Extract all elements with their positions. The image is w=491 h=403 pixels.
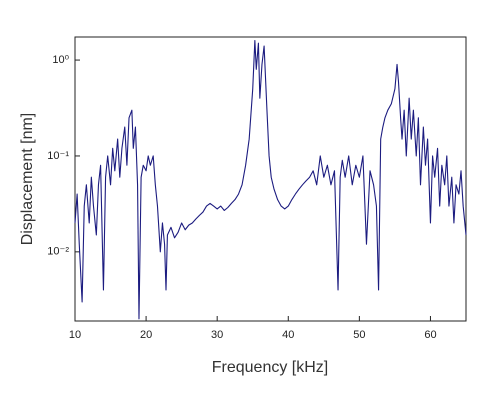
y-tick-label: 10⁻¹ [47,150,69,162]
x-tick-label: 50 [353,329,365,341]
x-tick-label: 20 [140,329,152,341]
plot-frame [74,36,467,322]
x-tick-label: 60 [424,329,436,341]
x-tick-label: 30 [211,329,223,341]
x-axis-title: Frequency [kHz] [212,359,328,376]
y-tick-label: 10⁻² [47,246,69,258]
y-axis-title: Displacement [nm] [19,113,36,246]
data-line [74,39,467,320]
x-tick-label: 10 [69,329,81,341]
y-tick-label: 10⁰ [52,54,69,66]
x-tick-label: 40 [282,329,294,341]
